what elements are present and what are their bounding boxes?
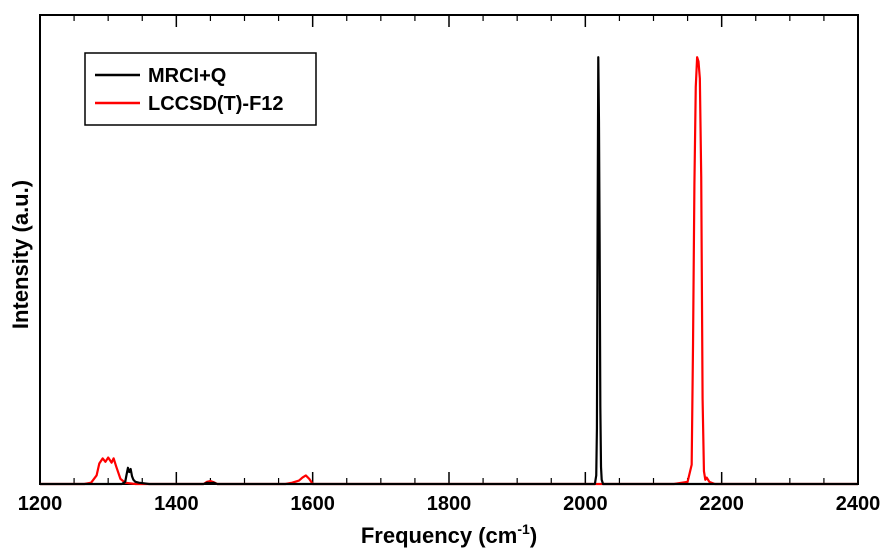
x-tick-label: 1800 <box>427 493 472 515</box>
x-tick-label: 1400 <box>154 493 199 515</box>
x-tick-labels: 1200 1400 1600 1800 2000 2200 2400 <box>18 493 881 515</box>
x-axis-title-suffix: ) <box>530 523 537 548</box>
x-tick-label: 2000 <box>563 493 608 515</box>
tick-marks <box>39 15 859 484</box>
x-tick-label: 1600 <box>290 493 335 515</box>
x-axis-title-superscript: -1 <box>517 521 530 537</box>
y-axis-title: Intensity (a.u.) <box>8 180 33 329</box>
legend-box <box>84 52 317 126</box>
x-tick-label: 2400 <box>836 493 881 515</box>
x-tick-label: 2200 <box>699 493 744 515</box>
series-lines <box>40 56 858 486</box>
x-tick-label: 1200 <box>18 493 63 515</box>
legend: MRCI+Q LCCSD(T)-F12 <box>84 52 317 126</box>
series-line-mrci-q <box>40 56 858 486</box>
legend-label-mrci-q: MRCI+Q <box>148 65 226 87</box>
legend-label-lccsd-t-f12: LCCSD(T)-F12 <box>148 93 284 115</box>
series-line-lccsd-t-f12 <box>40 56 858 486</box>
x-axis-title: Frequency (cm-1) <box>361 521 537 548</box>
x-axis-title-main: Frequency (cm <box>361 523 518 548</box>
